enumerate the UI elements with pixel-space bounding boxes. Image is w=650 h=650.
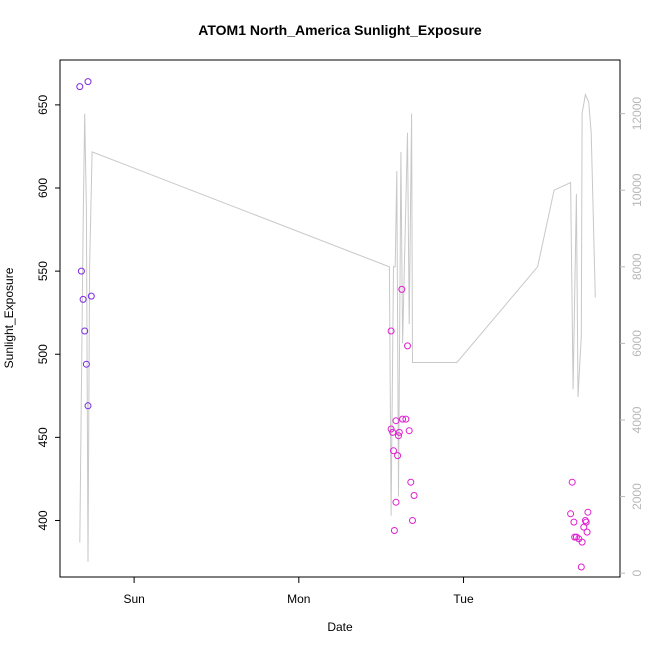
- chart-title: ATOM1 North_America Sunlight_Exposure: [198, 22, 482, 38]
- point-series: [76, 78, 592, 571]
- x-tick-label: Tue: [453, 592, 474, 606]
- data-point: [387, 327, 395, 335]
- data-point: [399, 415, 407, 423]
- x-tick-label: Sun: [123, 592, 144, 606]
- data-point: [77, 267, 85, 275]
- data-point: [410, 492, 418, 499]
- y-tick-label: 400: [36, 510, 50, 530]
- data-point: [395, 428, 403, 436]
- y2-tick-label: 4000: [630, 406, 644, 433]
- y-tick-label: 600: [36, 178, 50, 198]
- y2-tick-label: 12000: [630, 97, 644, 131]
- data-point: [84, 78, 92, 86]
- y-axis-label: Sunlight_Exposure: [2, 267, 16, 368]
- data-point: [567, 510, 575, 518]
- data-point: [389, 428, 397, 436]
- data-point: [395, 432, 402, 440]
- data-point: [409, 517, 416, 524]
- data-point: [76, 83, 84, 91]
- data-point: [390, 527, 398, 534]
- data-point: [578, 538, 586, 546]
- y2-tick-label: 10000: [630, 173, 644, 207]
- line-series-path: [79, 92, 596, 562]
- y2-tick-label: 6000: [630, 330, 644, 357]
- data-point: [407, 478, 415, 486]
- data-point: [398, 285, 406, 293]
- data-point: [582, 518, 590, 526]
- data-point: [87, 292, 95, 300]
- y-axis-right: 0 2000 4000 6000 8000 10000 12000: [620, 97, 644, 577]
- x-tick-label: Mon: [287, 592, 310, 606]
- y2-tick-label: 0: [630, 570, 644, 577]
- data-point: [84, 402, 92, 410]
- data-point: [584, 508, 592, 516]
- data-point: [577, 563, 585, 571]
- data-point: [392, 417, 400, 425]
- data-point: [387, 425, 395, 433]
- x-axis: Sun Mon Tue: [123, 577, 474, 606]
- y2-tick-label: 8000: [630, 253, 644, 280]
- x-axis-label: Date: [327, 620, 353, 634]
- data-point: [390, 447, 397, 455]
- data-point: [405, 427, 413, 435]
- y-tick-label: 500: [36, 344, 50, 364]
- data-point: [402, 415, 410, 423]
- data-point: [568, 478, 576, 486]
- data-point: [392, 498, 400, 506]
- data-point: [82, 360, 90, 368]
- y2-tick-label: 2000: [630, 483, 644, 510]
- y-axis-left: 400 450 500 550 600 650: [36, 95, 60, 530]
- data-point: [79, 295, 87, 303]
- data-point: [583, 528, 591, 536]
- data-point: [570, 518, 578, 526]
- plot-frame: [59, 59, 621, 578]
- line-series: [79, 92, 596, 562]
- data-point: [81, 327, 89, 335]
- y-tick-label: 450: [36, 427, 50, 447]
- y-tick-label: 550: [36, 261, 50, 281]
- y-tick-label: 650: [36, 95, 50, 115]
- data-point: [394, 452, 402, 460]
- data-point: [404, 342, 411, 350]
